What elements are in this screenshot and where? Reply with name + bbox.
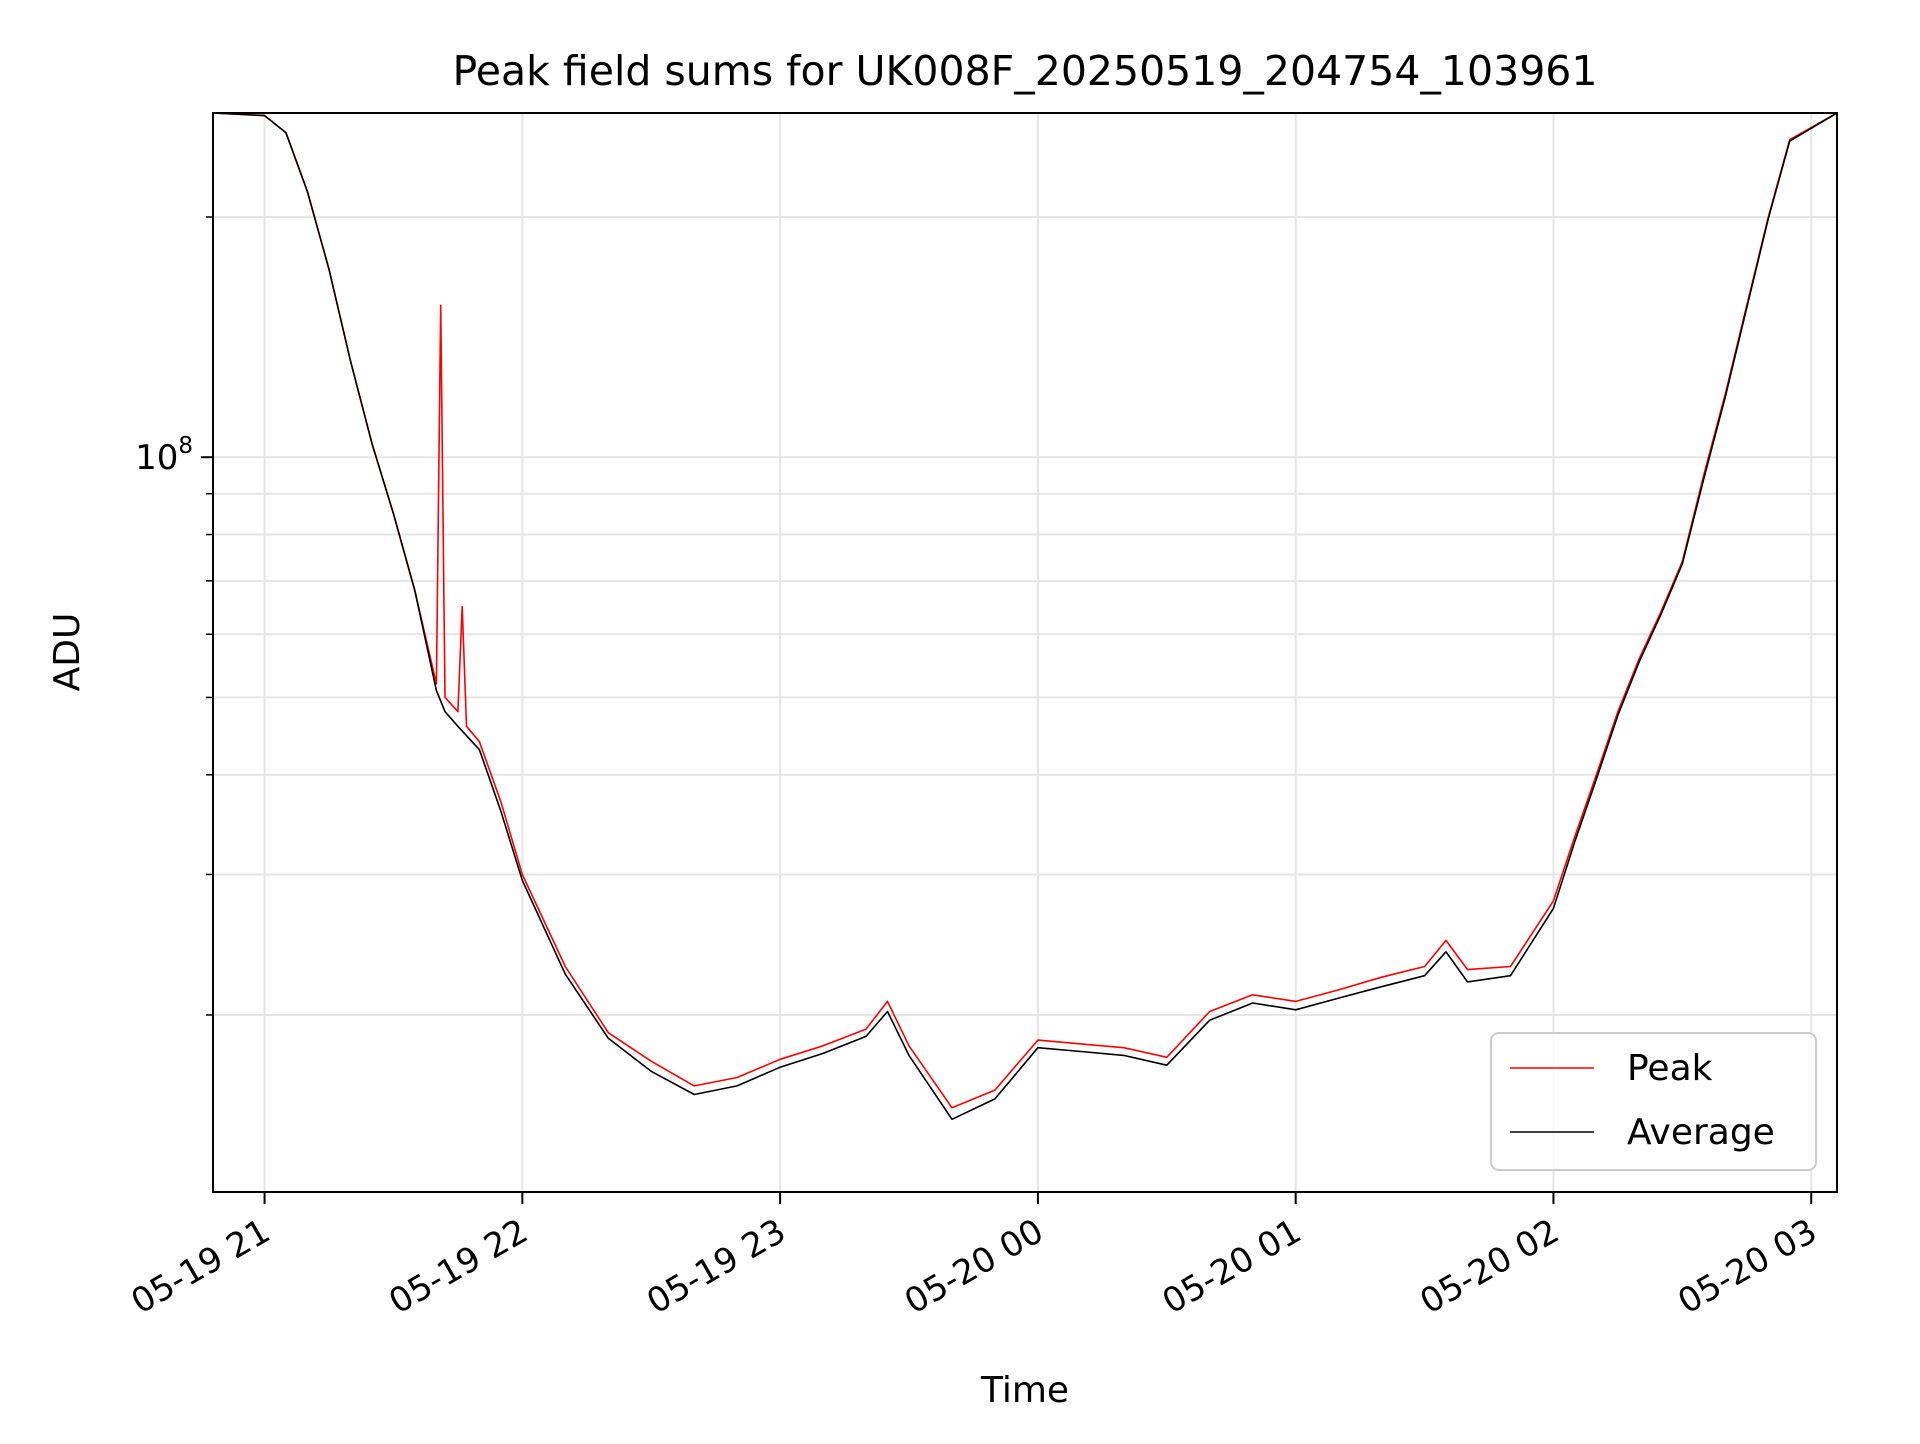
chart-title: Peak field sums for UK008F_20250519_2047… (453, 47, 1598, 95)
y-tick-label: 108 (135, 433, 193, 478)
plot-frame (212, 112, 1838, 1193)
legend-label-peak: Peak (1627, 1048, 1713, 1089)
grid-lines (213, 113, 1837, 1192)
y-axis-label: ADU (47, 613, 88, 692)
legend-label-average: Average (1627, 1112, 1775, 1153)
x-axis-label: Time (980, 1370, 1069, 1411)
series-line-average (212, 112, 1838, 1121)
series-lines (212, 112, 1838, 1121)
series-line-peak (212, 112, 1838, 1109)
chart-legend: Peak Average (1490, 1032, 1817, 1171)
